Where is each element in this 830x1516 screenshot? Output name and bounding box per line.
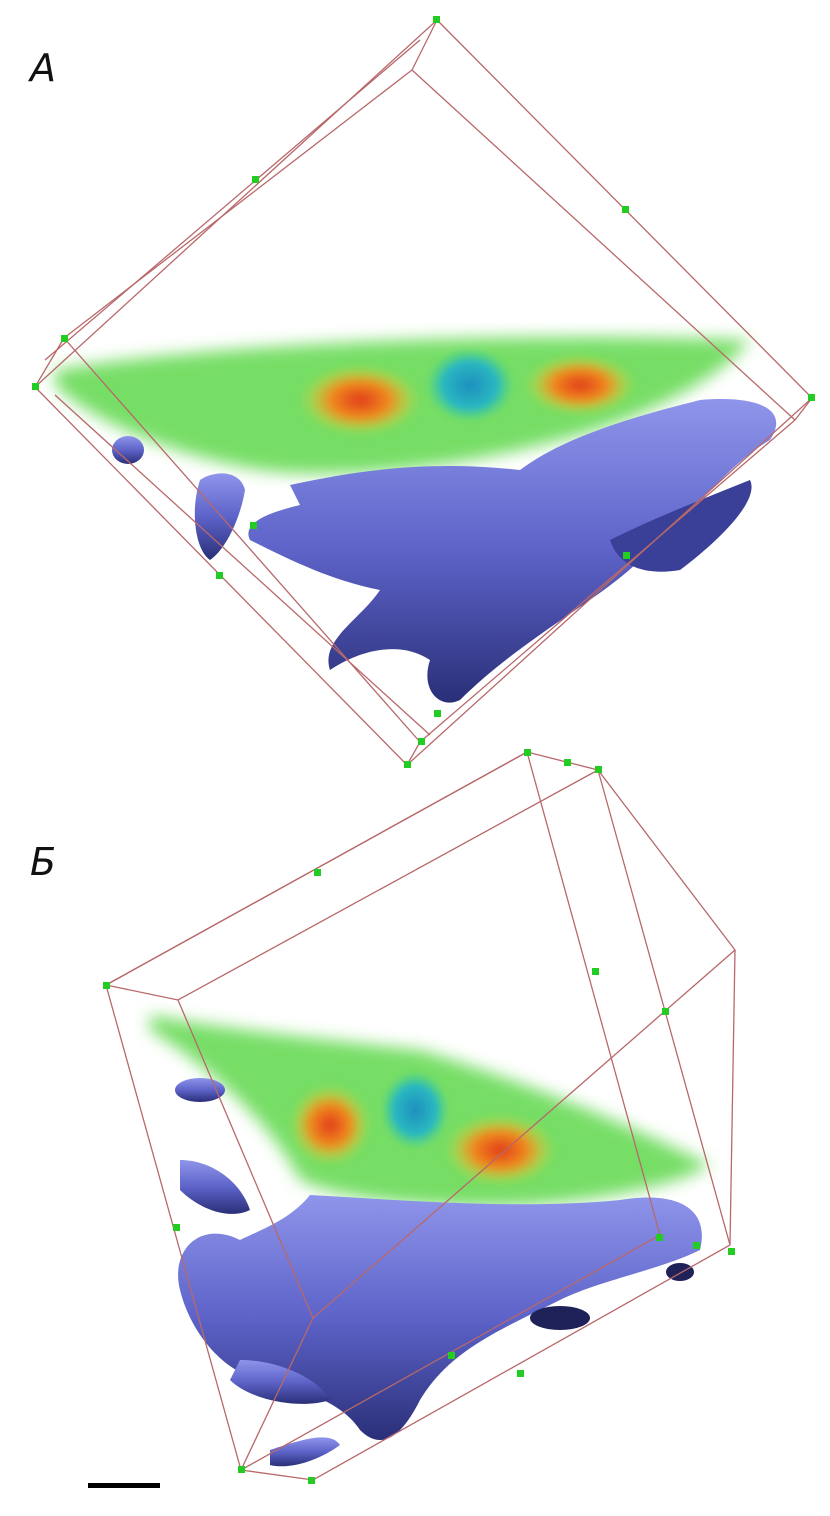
- panel-label-a: А: [30, 46, 56, 90]
- panel-b-surfaces: [175, 1078, 702, 1467]
- panel-b-render: [103, 749, 736, 1484]
- panel-b-markers: [103, 749, 735, 1484]
- panel-a-render: [32, 16, 815, 768]
- panel-a-volume: [55, 336, 750, 474]
- scale-bar: [88, 1483, 160, 1488]
- panel-label-b: Б: [30, 840, 57, 884]
- panel-a-markers: [32, 16, 815, 768]
- panel-b-volume: [150, 1015, 710, 1207]
